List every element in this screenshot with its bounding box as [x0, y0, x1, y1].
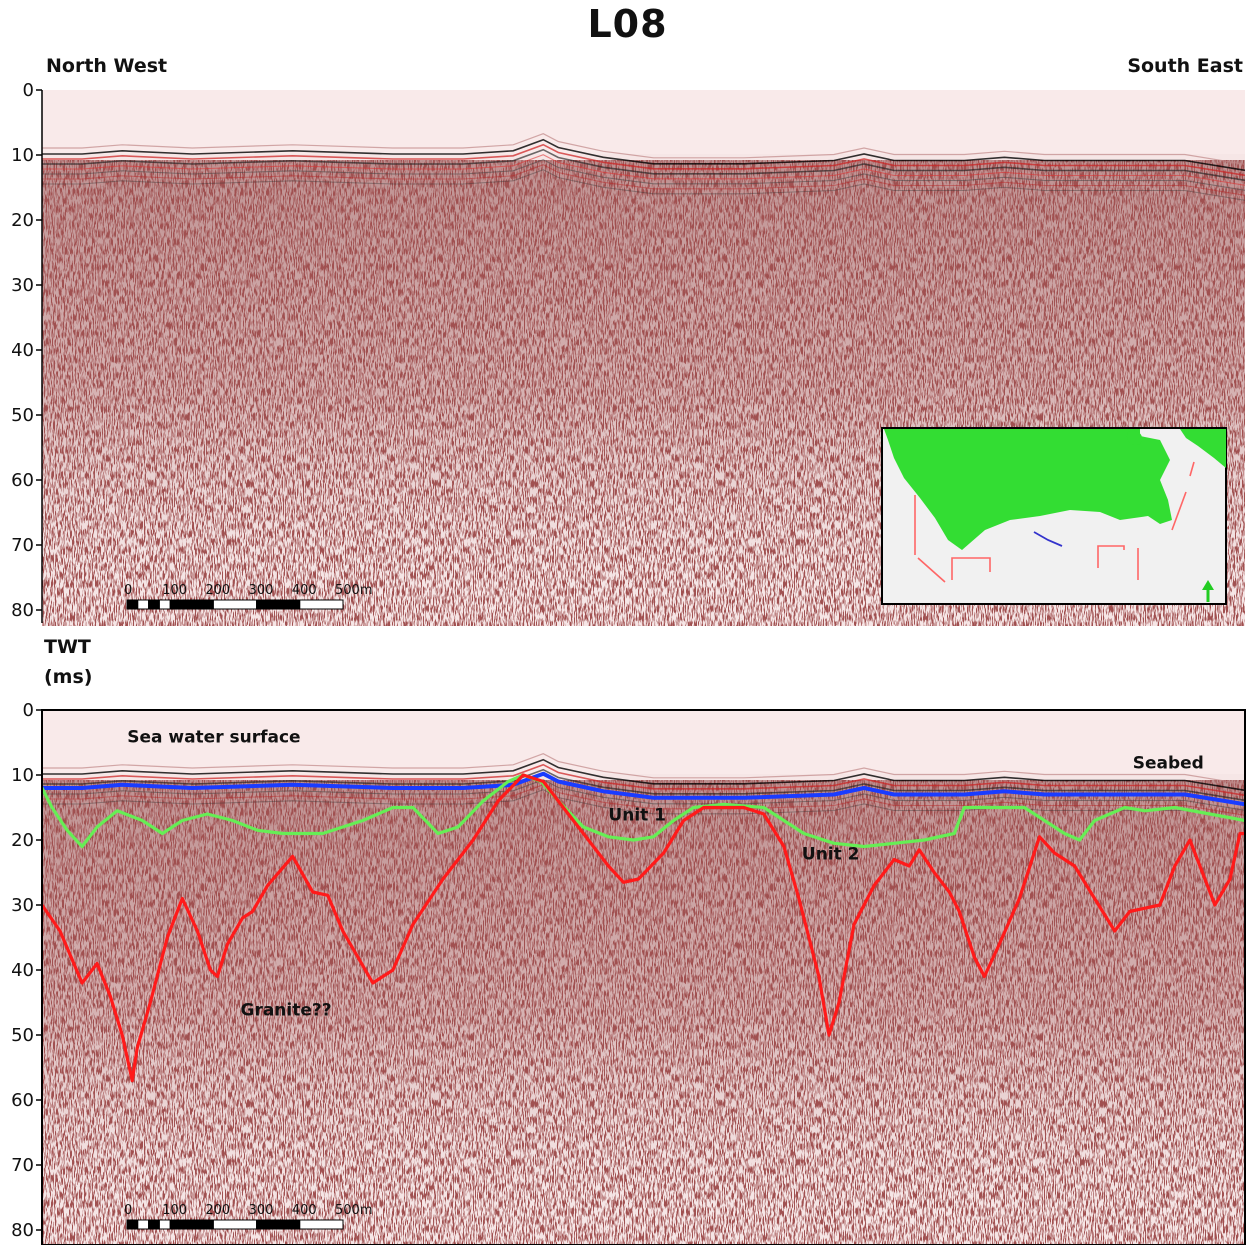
scale-bar-segment [158, 1219, 171, 1230]
y-tick-label: 20 [11, 830, 34, 851]
y-axis-title: TWT (ms) [44, 632, 92, 692]
land-mass-east [1180, 429, 1226, 468]
scale-bar: 0 100 200 300 400 500m [124, 583, 372, 610]
island [1126, 430, 1143, 446]
scale-bar-segment [299, 1219, 344, 1230]
interpretation-lines [42, 771, 1245, 1083]
scale-bar-label: 300 [249, 583, 274, 598]
profile-track-l08 [1033, 531, 1063, 547]
y-tick-label: 80 [11, 600, 34, 621]
y-tick-label: 80 [11, 1220, 34, 1241]
scale-bar-label: 500m [335, 583, 372, 598]
y-tick-label: 40 [11, 960, 34, 981]
annotation-labels: Sea water surface Seabed Unit 1 Unit 2 Grani… [127, 728, 1204, 1021]
reflector-band [42, 768, 1245, 802]
reflector-band [42, 143, 1245, 177]
y-tick-label: 10 [11, 765, 34, 786]
y-tick-label: 10 [11, 145, 34, 166]
land-mass [884, 429, 1172, 550]
annotation-label: Seabed [1133, 754, 1204, 774]
annotation-label: Unit 2 [802, 845, 860, 865]
scale-bar-segment [126, 1219, 139, 1230]
scale-bar-label: 200 [205, 1203, 230, 1218]
seabed-reflectors [42, 133, 1245, 201]
scale-bar-segment [299, 599, 344, 610]
scale-bar-label: 400 [292, 1203, 317, 1218]
y-axis-title-line2: (ms) [44, 666, 93, 688]
scale-bar-label: 0 [124, 1203, 132, 1218]
scale-bar-label: 100 [162, 1203, 187, 1218]
reflector-band [42, 758, 1245, 792]
reflector-band [42, 154, 1245, 186]
scale-bar: 0 100 200 300 400 500m [124, 1203, 372, 1230]
scale-bar-segment [148, 599, 160, 610]
reflector-band [42, 169, 1245, 201]
scale-bar-segment [137, 599, 150, 610]
reflector-band [42, 779, 1245, 811]
annotation-label: Unit 1 [608, 806, 666, 826]
scale-bar-segment [256, 1219, 301, 1230]
y-tick-label: 30 [11, 895, 34, 916]
direction-label-left: North West [46, 55, 168, 77]
direction-label-right: South East [1127, 55, 1243, 77]
north-arrow-icon [1202, 580, 1214, 602]
series-line-granite [42, 773, 1245, 1083]
scale-bar-segment [126, 599, 139, 610]
scale-bar-label: 500m [335, 1203, 372, 1218]
annotation-label: Granite?? [240, 1001, 331, 1021]
reflector-band [42, 159, 1245, 191]
scale-bar-segment [169, 599, 214, 610]
y-tick-label: 50 [11, 1025, 34, 1046]
scale-bar-label: 100 [162, 583, 187, 598]
scale-bar-label: 300 [249, 1203, 274, 1218]
series-line-seabed [42, 771, 1245, 807]
scale-bar-segment [212, 1219, 258, 1230]
y-tick-label: 0 [23, 80, 34, 101]
reflector-band [42, 164, 1245, 196]
location-map-inset [881, 427, 1227, 605]
y-tick-label: 60 [11, 1090, 34, 1111]
y-tick-label: 60 [11, 470, 34, 491]
y-axis: 0 10 20 30 40 50 60 70 80 [11, 80, 43, 623]
y-tick-label: 0 [23, 700, 34, 721]
y-axis: 0 10 20 30 40 50 60 70 80 [11, 700, 43, 1243]
y-axis-title-line1: TWT [44, 636, 91, 658]
seismic-section-interpreted: 0 10 20 30 40 50 60 70 80 0 100 200 300 400 500m Sea … [11, 700, 1246, 1245]
reflector-band [42, 784, 1245, 816]
y-tick-label: 40 [11, 340, 34, 361]
seismic-section-raw: 0 10 20 30 40 50 60 70 80 0 100 200 300 400 500m [11, 80, 1245, 626]
scale-bar-label: 200 [205, 583, 230, 598]
series-line-unit_boundary [42, 773, 1245, 849]
reflector-band [42, 133, 1245, 165]
scale-bar-segment [256, 599, 301, 610]
y-tick-label: 50 [11, 405, 34, 426]
y-tick-label: 30 [11, 275, 34, 296]
reflector-band [42, 763, 1245, 797]
reflector-band [42, 138, 1245, 172]
survey-track-lines [914, 461, 1195, 583]
y-tick-label: 70 [11, 1155, 34, 1176]
scale-bar-segment [148, 1219, 160, 1230]
reflector-band [42, 753, 1245, 785]
scale-bar-label: 400 [292, 583, 317, 598]
scale-bar-segment [137, 1219, 150, 1230]
scale-bar-segment [158, 599, 171, 610]
chart-title: L08 [587, 2, 668, 46]
y-tick-label: 70 [11, 535, 34, 556]
annotation-label: Sea water surface [127, 728, 300, 748]
y-tick-label: 20 [11, 210, 34, 231]
reflector-band [42, 148, 1245, 182]
scale-bar-segment [169, 1219, 214, 1230]
scale-bar-label: 0 [124, 583, 132, 598]
scale-bar-segment [212, 599, 258, 610]
